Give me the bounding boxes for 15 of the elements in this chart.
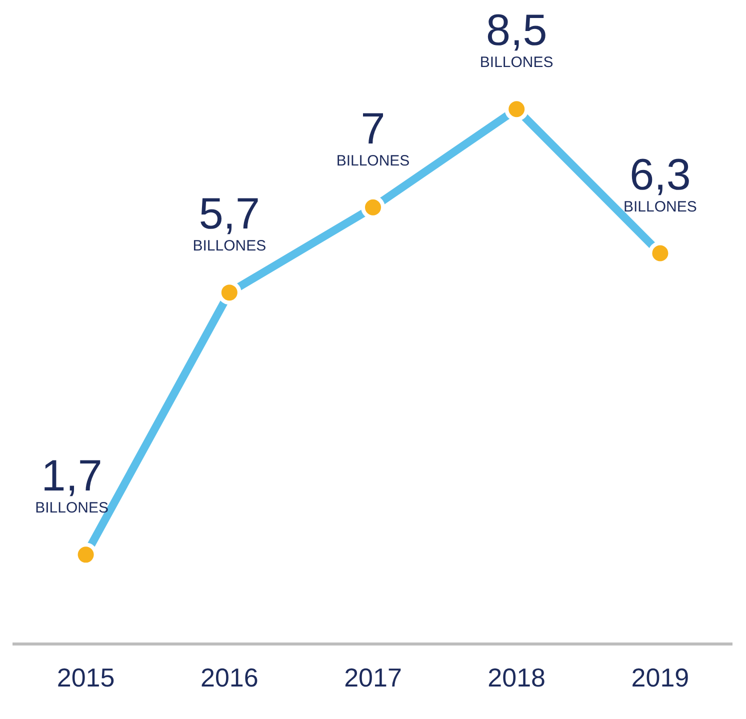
annotation: BILLONES xyxy=(624,198,697,216)
annotation: BILLONES xyxy=(480,54,554,72)
annotation: BILLONES xyxy=(336,152,410,170)
annotation: BILLONES xyxy=(35,500,108,517)
data-label: 1,7 xyxy=(41,452,102,501)
data-label: 6,3 xyxy=(630,150,691,200)
data-label: 7 xyxy=(360,104,386,154)
x-tick-label: 2016 xyxy=(200,662,258,693)
annotation: BILLONES xyxy=(192,238,266,255)
x-tick-label: 2015 xyxy=(56,662,115,693)
data-label: 5,7 xyxy=(198,190,260,239)
x-tick-label: 2019 xyxy=(631,662,690,693)
x-tick-label: 2017 xyxy=(344,662,402,693)
data-label: 8,5 xyxy=(486,6,548,56)
x-tick-label: 2018 xyxy=(488,662,546,693)
